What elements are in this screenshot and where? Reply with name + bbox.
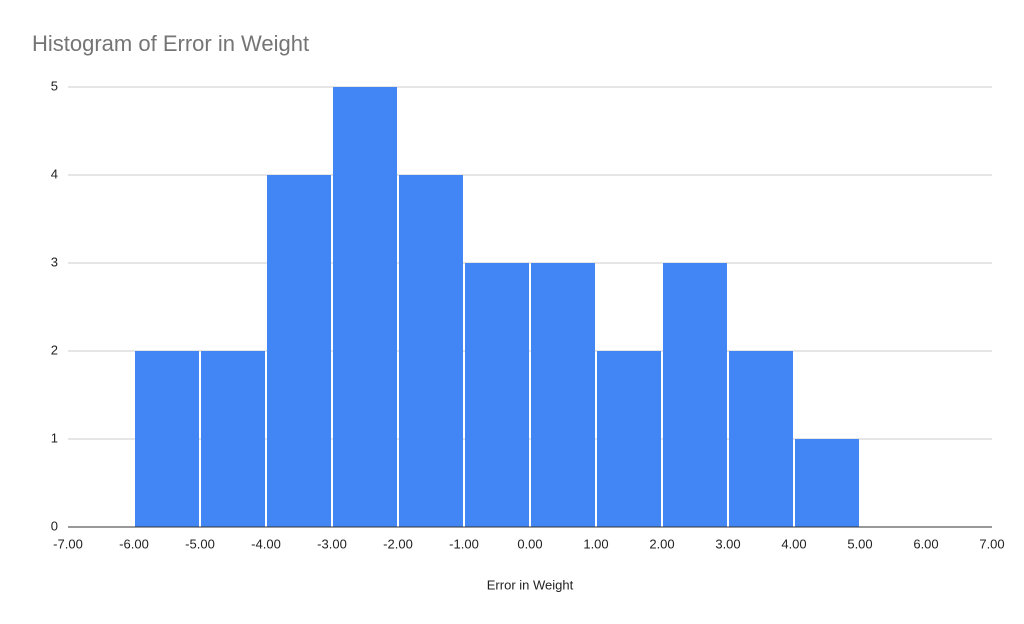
x-tick-label: -6.00	[119, 536, 149, 551]
x-tick-label: 4.00	[781, 536, 806, 551]
y-tick-label: 5	[51, 78, 58, 93]
x-tick-label: 1.00	[583, 536, 608, 551]
chart-title: Histogram of Error in Weight	[32, 31, 309, 56]
x-tick-label: 7.00	[979, 536, 1004, 551]
x-tick-label: -4.00	[251, 536, 281, 551]
y-tick-label: 3	[51, 254, 58, 269]
bar	[333, 87, 397, 527]
bar	[135, 351, 199, 527]
x-tick-label: 2.00	[649, 536, 674, 551]
y-tick-label: 0	[51, 518, 58, 533]
bar	[399, 175, 463, 527]
x-tick-label: 6.00	[913, 536, 938, 551]
x-tick-label: -7.00	[53, 536, 83, 551]
bar	[663, 263, 727, 527]
x-tick-label: -1.00	[449, 536, 479, 551]
x-tick-label: 0.00	[517, 536, 542, 551]
bar	[795, 439, 859, 527]
bar	[729, 351, 793, 527]
bar	[597, 351, 661, 527]
x-tick-label: 3.00	[715, 536, 740, 551]
x-tick-label: 5.00	[847, 536, 872, 551]
bar	[465, 263, 529, 527]
x-tick-label: -3.00	[317, 536, 347, 551]
y-tick-label: 4	[51, 166, 58, 181]
x-tick-label: -5.00	[185, 536, 215, 551]
y-tick-label: 2	[51, 342, 58, 357]
bar	[267, 175, 331, 527]
bar	[531, 263, 595, 527]
y-tick-label: 1	[51, 430, 58, 445]
bar	[201, 351, 265, 527]
x-axis-label: Error in Weight	[487, 577, 574, 592]
x-tick-label: -2.00	[383, 536, 413, 551]
